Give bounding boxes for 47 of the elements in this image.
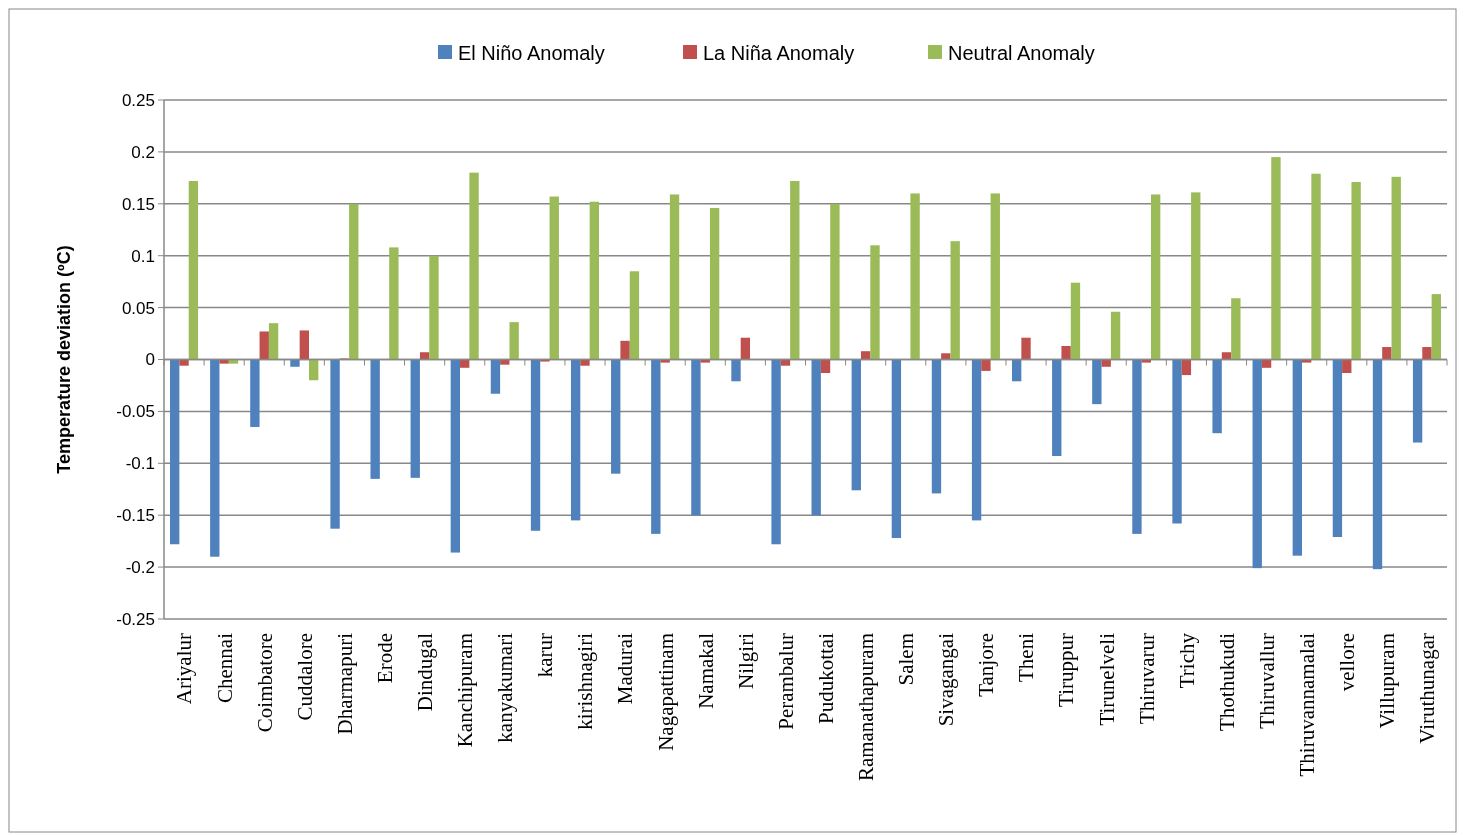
- x-tick-label: Pudukottai: [813, 632, 838, 725]
- y-tick-label: -0.25: [116, 609, 155, 629]
- x-tick-label: kirishnagiri: [573, 632, 598, 730]
- x-tick-label: Villupuram: [1375, 633, 1400, 729]
- x-tick-label: Madurai: [613, 632, 638, 705]
- x-tick-label: Tiruppur: [1054, 633, 1079, 707]
- legend-label: La Niña Anomaly: [703, 42, 855, 64]
- x-tick-label: Trichy: [1174, 632, 1199, 689]
- y-tick-label: -0.2: [125, 558, 155, 578]
- y-tick-label: 0.15: [121, 194, 155, 214]
- x-tick-label: Cuddalore: [292, 633, 317, 721]
- x-tick-label: vellore: [1335, 633, 1360, 692]
- x-tick-label: Dharmapuri: [332, 632, 357, 735]
- y-tick-label: 0: [145, 350, 155, 370]
- x-tick-label: Tanjore: [974, 633, 999, 697]
- y-axis-title: Temperature deviation (ºC): [54, 245, 74, 474]
- x-tick-label: Theni: [1014, 632, 1039, 682]
- x-tick-label: Thiruvannamalai: [1295, 632, 1320, 777]
- x-tick-label: Chennai: [212, 632, 237, 703]
- y-tick-label: 0.05: [121, 298, 155, 318]
- x-tick-label: Kanchipuram: [453, 633, 478, 748]
- x-tick-label: Ariyalur: [172, 633, 197, 705]
- x-tick-label: Nilgiri: [733, 632, 758, 689]
- y-tick-label: 0.25: [121, 90, 155, 110]
- x-tick-label: kanyakumari: [493, 632, 518, 743]
- x-tick-label: Sivagangai: [934, 632, 959, 727]
- x-tick-label: Salem: [894, 633, 919, 686]
- y-tick-label: -0.15: [116, 506, 155, 526]
- x-tick-label: karur: [533, 633, 558, 678]
- x-tick-label: Erode: [372, 633, 397, 684]
- x-tick-label: Thiruvarur: [1134, 633, 1159, 724]
- y-tick-label: -0.05: [116, 402, 155, 422]
- x-tick-label: Thothukudi: [1214, 632, 1239, 731]
- x-tick-label: Tirunelveli: [1094, 632, 1119, 726]
- x-tick-label: Perambalur: [773, 632, 798, 730]
- x-tick-label: Namakal: [693, 632, 718, 709]
- y-tick-label: -0.1: [125, 454, 155, 474]
- x-tick-label: Coimbatore: [252, 633, 277, 733]
- x-tick-label: Dindugal: [412, 632, 437, 712]
- y-tick-label: 0.2: [131, 142, 155, 162]
- legend-label: El Niño Anomaly: [458, 42, 605, 64]
- y-tick-label: 0.1: [131, 246, 155, 266]
- x-tick-label: Viruthunagar: [1415, 633, 1440, 744]
- legend-label: Neutral Anomaly: [948, 42, 1095, 64]
- x-tick-label: Ramanathapuram: [853, 633, 878, 782]
- x-tick-label: Nagapattinam: [653, 633, 678, 751]
- x-tick-label: Thiruvallur: [1254, 633, 1279, 729]
